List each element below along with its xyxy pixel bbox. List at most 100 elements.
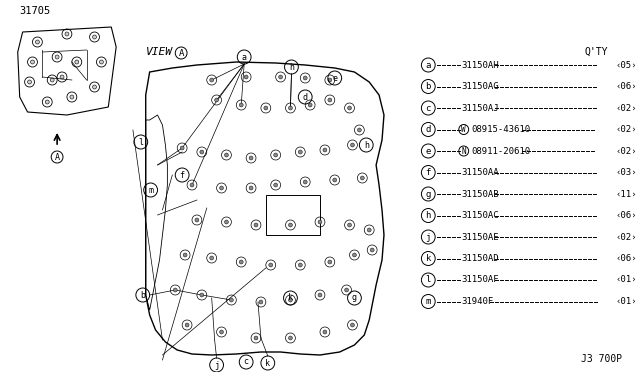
Circle shape [323, 148, 327, 152]
Circle shape [298, 150, 302, 154]
Circle shape [214, 98, 219, 102]
Circle shape [289, 106, 292, 110]
Text: 31940F: 31940F [462, 297, 494, 306]
Circle shape [318, 293, 322, 297]
Text: ‹05›: ‹05› [615, 61, 637, 70]
Circle shape [239, 260, 243, 264]
Circle shape [333, 178, 337, 182]
Circle shape [31, 60, 35, 64]
Text: a: a [426, 61, 431, 70]
Text: Q'TY: Q'TY [585, 47, 609, 57]
Circle shape [225, 153, 228, 157]
Circle shape [323, 330, 327, 334]
Text: k: k [288, 294, 293, 302]
Text: 31705: 31705 [20, 6, 51, 16]
Circle shape [249, 186, 253, 190]
Text: 31150AG: 31150AG [462, 82, 499, 91]
Text: A: A [179, 48, 184, 58]
Text: g: g [426, 189, 431, 199]
Text: ‹06›: ‹06› [615, 211, 637, 220]
Circle shape [360, 176, 364, 180]
Text: 31150AD: 31150AD [462, 254, 499, 263]
Text: h: h [289, 62, 294, 71]
Circle shape [289, 223, 292, 227]
Circle shape [274, 153, 278, 157]
Circle shape [185, 323, 189, 327]
Circle shape [328, 78, 332, 82]
Circle shape [264, 106, 268, 110]
Text: 08915-43610: 08915-43610 [472, 125, 531, 134]
Text: ‹06›: ‹06› [615, 82, 637, 91]
Text: k: k [426, 254, 431, 263]
Circle shape [60, 75, 64, 79]
Circle shape [348, 106, 351, 110]
Circle shape [239, 103, 243, 107]
Circle shape [269, 263, 273, 267]
Circle shape [254, 223, 258, 227]
Text: d: d [303, 93, 308, 102]
Text: j: j [214, 360, 219, 369]
Text: N: N [461, 147, 466, 155]
Circle shape [303, 76, 307, 80]
Circle shape [75, 60, 79, 64]
Text: k: k [266, 359, 270, 368]
Text: ‹03›: ‹03› [615, 168, 637, 177]
Circle shape [274, 183, 278, 187]
Circle shape [254, 336, 258, 340]
Text: J3 700P: J3 700P [581, 354, 622, 364]
Text: A: A [54, 153, 60, 161]
Text: a: a [242, 52, 246, 61]
Circle shape [318, 220, 322, 224]
Text: l: l [138, 138, 143, 147]
Text: j: j [426, 232, 431, 241]
Text: h: h [426, 211, 431, 220]
Text: g: g [352, 294, 357, 302]
Circle shape [328, 98, 332, 102]
Circle shape [180, 146, 184, 150]
Bar [266, 195, 320, 235]
Text: d: d [426, 125, 431, 134]
Text: m: m [426, 297, 431, 306]
Text: 31150AE: 31150AE [462, 232, 499, 241]
Circle shape [303, 180, 307, 184]
Circle shape [229, 298, 234, 302]
Circle shape [351, 143, 355, 147]
Circle shape [289, 298, 292, 302]
Circle shape [249, 156, 253, 160]
Text: m: m [148, 186, 153, 195]
Circle shape [357, 128, 362, 132]
Circle shape [298, 263, 302, 267]
Circle shape [200, 150, 204, 154]
Circle shape [259, 300, 263, 304]
Circle shape [348, 223, 351, 227]
Circle shape [55, 55, 59, 59]
Text: f: f [180, 170, 185, 180]
Text: W: W [461, 125, 466, 134]
Text: ‹01›: ‹01› [615, 297, 637, 306]
Circle shape [99, 60, 104, 64]
Text: l: l [426, 276, 431, 285]
Text: e: e [332, 74, 337, 83]
Text: 31150AJ: 31150AJ [462, 103, 499, 112]
Text: 31150AB: 31150AB [462, 189, 499, 199]
Text: VIEW: VIEW [146, 47, 173, 57]
Circle shape [200, 293, 204, 297]
Circle shape [220, 186, 223, 190]
Circle shape [65, 32, 69, 36]
Circle shape [28, 80, 31, 84]
Circle shape [50, 78, 54, 82]
Text: ‹01›: ‹01› [615, 276, 637, 285]
Circle shape [367, 228, 371, 232]
Circle shape [308, 103, 312, 107]
Circle shape [93, 85, 97, 89]
Text: 31150AF: 31150AF [462, 276, 499, 285]
Text: ‹11›: ‹11› [615, 189, 637, 199]
Text: ‹06›: ‹06› [615, 254, 637, 263]
Text: h: h [364, 141, 369, 150]
Text: b: b [140, 291, 145, 299]
Circle shape [220, 330, 223, 334]
Text: ‹02›: ‹02› [615, 103, 637, 112]
Text: b: b [426, 82, 431, 91]
Circle shape [244, 75, 248, 79]
Circle shape [351, 323, 355, 327]
